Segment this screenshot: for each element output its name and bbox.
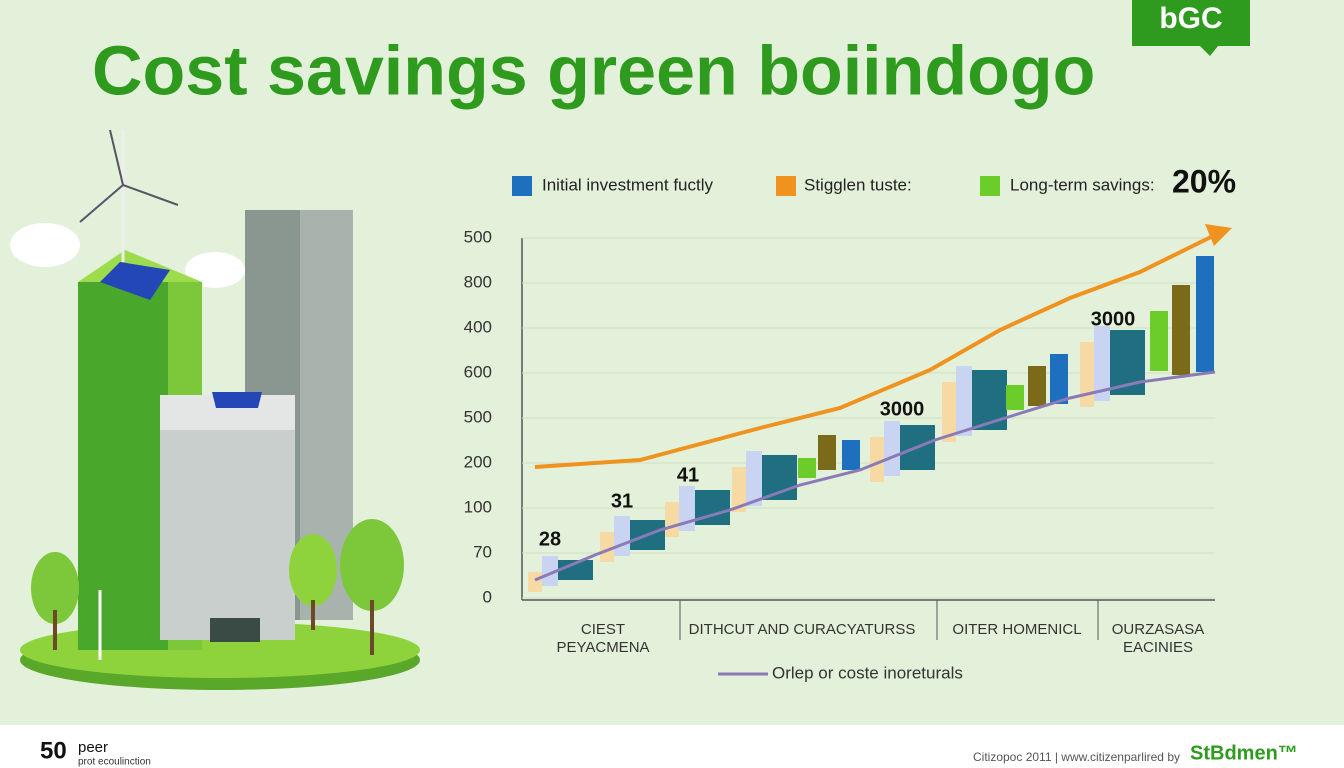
category-label: CIEST bbox=[581, 621, 625, 638]
chart-area: 500 800 400 600 500 200 100 70 0 28 31 41 3000 3000 CI… bbox=[464, 224, 1232, 656]
bar-decor bbox=[1028, 366, 1046, 406]
bar-decor bbox=[870, 437, 884, 482]
footer-bottom: prot ecoulinction bbox=[78, 757, 151, 768]
legend-label: Long-term savings: bbox=[1010, 175, 1155, 194]
y-label: 200 bbox=[464, 452, 492, 471]
legend-label: Stigglen tuste: bbox=[804, 175, 912, 194]
y-label: 70 bbox=[473, 542, 492, 561]
title: Cost savings green boiindogo bbox=[92, 31, 1095, 109]
legend-swatch bbox=[776, 176, 796, 196]
bar-decor bbox=[600, 532, 614, 562]
bar-decor bbox=[665, 502, 679, 537]
bar-decor bbox=[942, 382, 956, 442]
bar-decor bbox=[614, 516, 630, 556]
bar-decor bbox=[1050, 354, 1068, 404]
bar-decor bbox=[528, 572, 542, 592]
y-label: 500 bbox=[464, 227, 492, 246]
bar-decor bbox=[1080, 342, 1094, 407]
trend-line-2 bbox=[534, 370, 1216, 582]
y-label: 400 bbox=[464, 317, 492, 336]
legend-swatch bbox=[512, 176, 532, 196]
footer-bg bbox=[0, 725, 1344, 768]
bar-decor bbox=[1150, 311, 1168, 371]
y-label: 600 bbox=[464, 362, 492, 381]
logo-box bbox=[1132, 0, 1250, 46]
y-label: 800 bbox=[464, 272, 492, 291]
bar-decor bbox=[558, 560, 593, 580]
legend-swatch bbox=[980, 176, 1000, 196]
bar-decor bbox=[1094, 326, 1110, 401]
bar-decor bbox=[732, 467, 746, 512]
y-label: 100 bbox=[464, 497, 492, 516]
footer-number: 50 bbox=[40, 737, 67, 764]
data-label: 28 bbox=[539, 528, 561, 550]
footer-top: peer bbox=[78, 739, 108, 756]
bar-decor bbox=[884, 421, 900, 476]
bar-decor bbox=[798, 458, 816, 478]
data-label: 41 bbox=[677, 464, 699, 486]
trend-line bbox=[534, 233, 1216, 469]
category-label: OURZASASA bbox=[1112, 621, 1205, 638]
footer-text: Citizopoc 2011 | www.citizenparlired by bbox=[973, 750, 1180, 764]
data-label: 3000 bbox=[880, 398, 925, 420]
category-label: EACINIES bbox=[1123, 639, 1193, 656]
bar-decor bbox=[1006, 385, 1024, 410]
data-label: 31 bbox=[611, 490, 633, 512]
y-label: 0 bbox=[483, 587, 492, 606]
bar-decor bbox=[842, 440, 860, 470]
bar-decor bbox=[956, 366, 972, 436]
category-label: PEYACMENA bbox=[556, 639, 649, 656]
legend-label: Initial investment fuctly bbox=[542, 175, 714, 194]
illustration bbox=[10, 129, 420, 690]
y-label: 500 bbox=[464, 407, 492, 426]
bar-decor bbox=[1196, 256, 1214, 372]
logo: bGC bbox=[1159, 2, 1222, 35]
trend-arrow bbox=[1205, 224, 1232, 246]
category-label: DITHCUT AND CURACYATURSS bbox=[689, 621, 916, 638]
footer-brand: StBdmen™ bbox=[1190, 742, 1298, 764]
bar-decor bbox=[542, 556, 558, 586]
bar-decor bbox=[1172, 285, 1190, 375]
bar-decor bbox=[972, 370, 1007, 430]
line-legend: Orlep or coste inoreturals bbox=[772, 663, 963, 682]
logo-tip bbox=[1200, 46, 1218, 56]
bar-decor bbox=[818, 435, 836, 470]
data-label: 3000 bbox=[1091, 308, 1136, 330]
category-label: OITER HOMENICL bbox=[952, 621, 1081, 638]
bar-decor bbox=[746, 451, 762, 506]
legend-highlight: 20% bbox=[1172, 163, 1236, 199]
